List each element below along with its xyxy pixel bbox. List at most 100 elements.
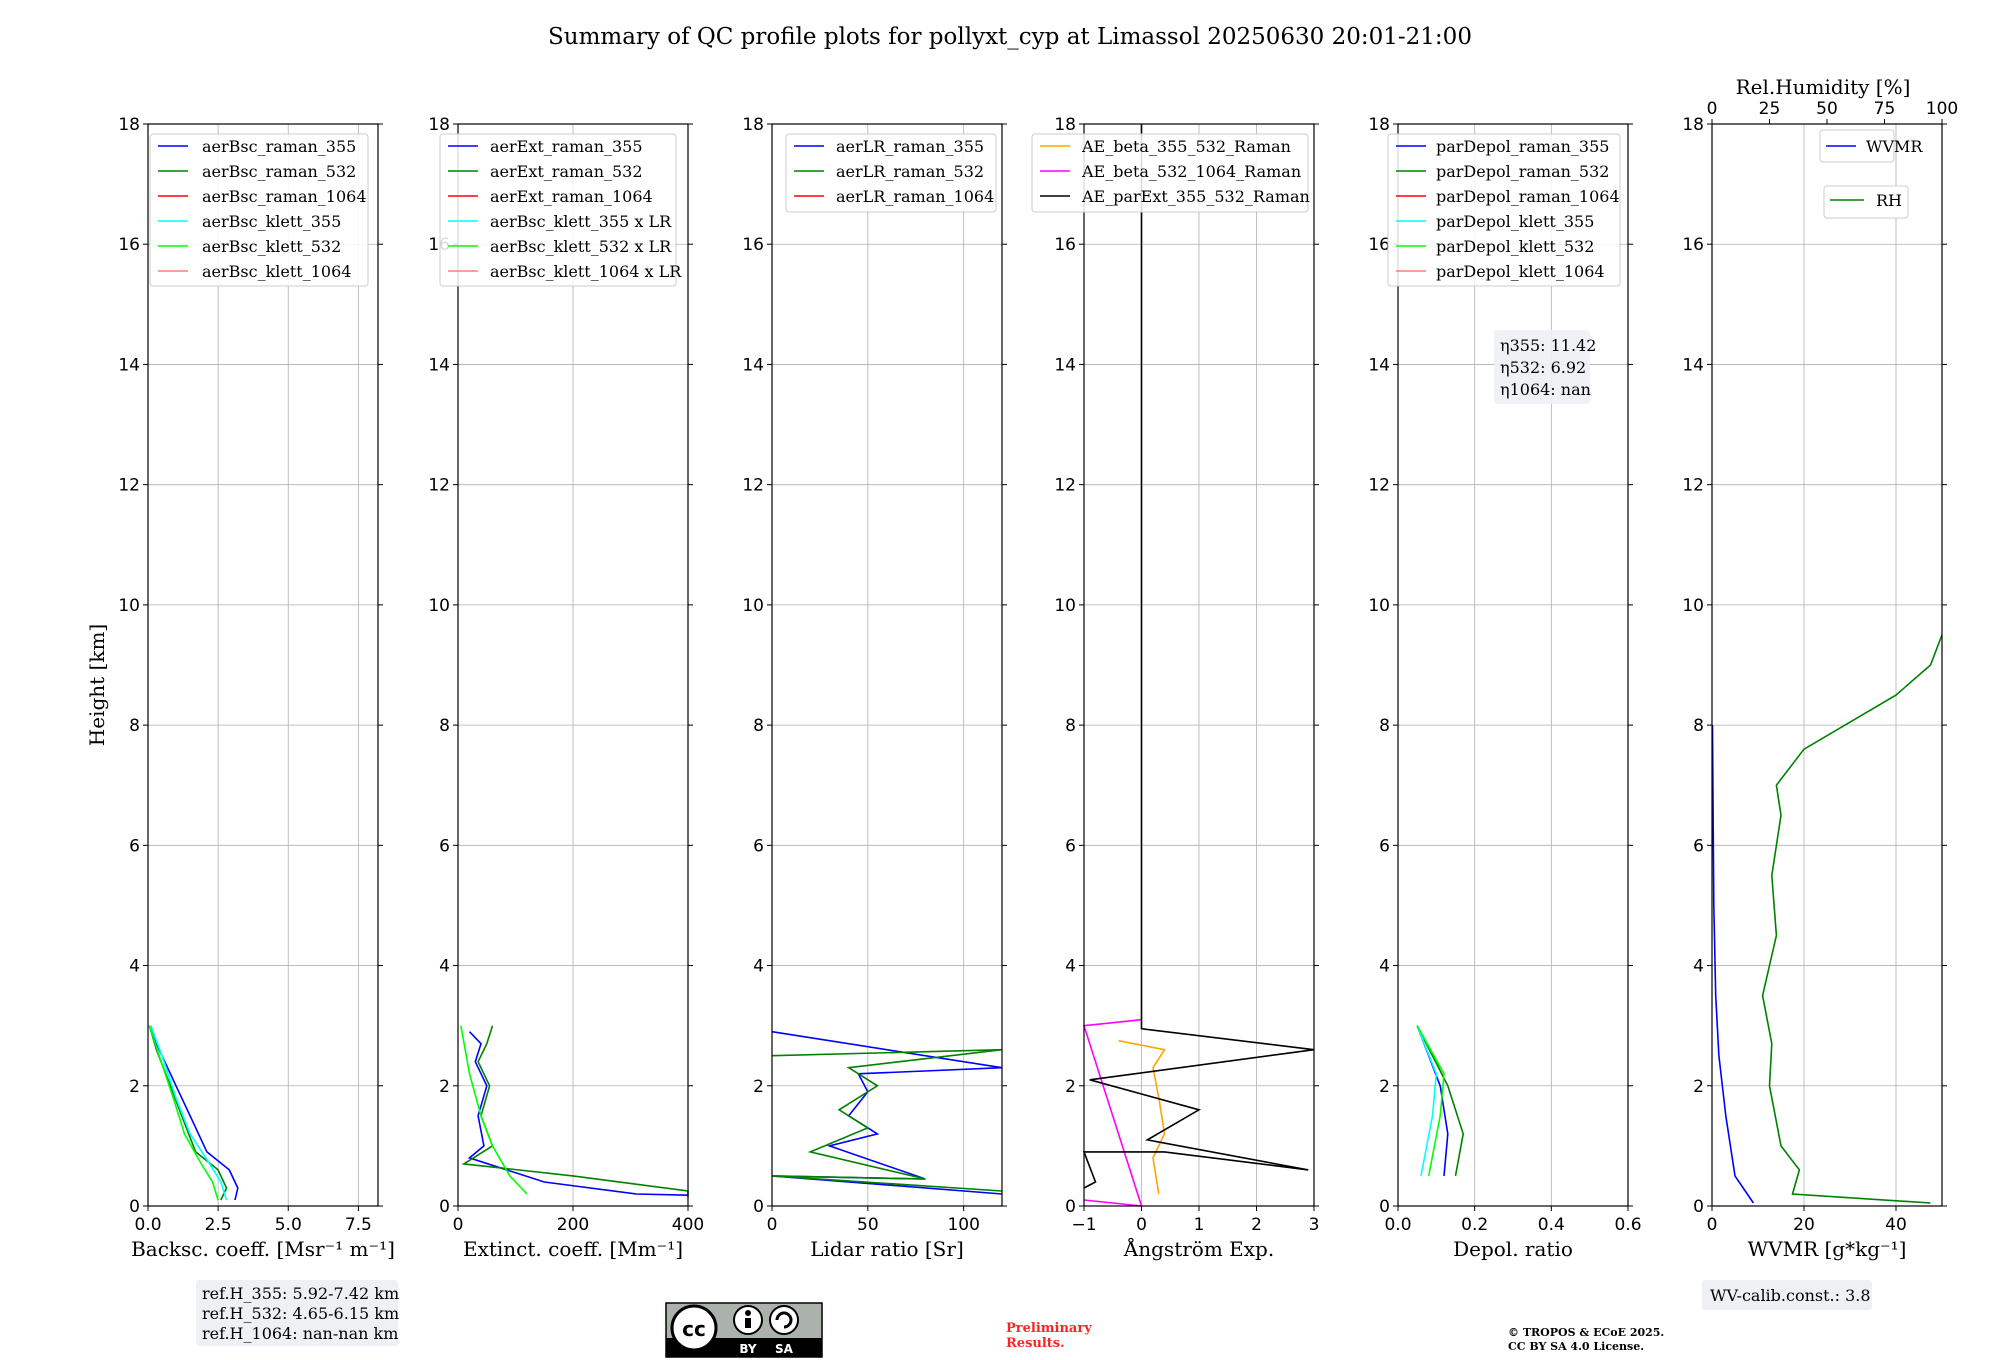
x-axis-label: Extinct. coeff. [Mm⁻¹] [463,1237,683,1261]
wv-calib-const: WV-calib.const.: 3.8 [1710,1286,1871,1305]
y-tick-label: 16 [1368,235,1390,255]
y-tick-label: 2 [129,1077,140,1097]
eta-1064: η1064: nan [1500,380,1591,399]
legend-label: aerExt_raman_1064 [490,187,653,206]
x-tick-label: 100 [947,1215,979,1235]
y-tick-label: 0 [1379,1197,1390,1217]
legend-label: aerBsc_raman_532 [202,162,356,181]
x-tick-label: 0.0 [1384,1215,1411,1235]
cc-logo-icon [670,1304,718,1352]
y-axis-label: Height [km] [85,624,109,746]
x-tick-label: −1 [1071,1215,1096,1235]
series-line-parDepol_klett_532 [1416,1025,1445,1177]
y-tick-label: 18 [1054,115,1076,135]
y-tick-label: 0 [1693,1197,1704,1217]
cc-mark: cc [682,1317,706,1341]
legend-label: parDepol_klett_1064 [1436,262,1605,281]
ref-h-355: ref.H_355: 5.92-7.42 km [202,1284,399,1303]
legend-label: aerBsc_raman_1064 [202,187,367,206]
top-tick-label: 100 [1926,99,1958,119]
legend-label: aerBsc_klett_532 x LR [490,237,672,256]
cc-license-badge: cc BY SA [665,1302,823,1358]
y-tick-label: 2 [1693,1077,1704,1097]
y-tick-label: 4 [753,957,764,977]
y-tick-label: 16 [1054,235,1076,255]
series-line-WVMR [1711,725,1755,1204]
legend-angstrom: AE_beta_355_532_Raman AE_beta_532_1064_R… [1031,133,1310,213]
panel-depolarization: 0 2 4 6 8 10 12 14 16 18 0.0 0.2 0.4 0.6 Depol. ratio [1368,115,1641,1261]
legend-label: aerLR_raman_355 [836,137,984,156]
x-tick-label: 5.0 [275,1215,302,1235]
x-tick-label: 0 [453,1215,464,1235]
y-tick-label: 10 [1368,596,1390,616]
y-tick-label: 4 [1379,957,1390,977]
eta-355: η355: 11.42 [1500,336,1596,355]
eta-532: η532: 6.92 [1500,358,1586,377]
copyright-line-2: CC BY SA 4.0 License. [1508,1340,1644,1353]
y-tick-label: 14 [118,355,140,375]
y-tick-label: 12 [1682,476,1704,496]
y-tick-label: 10 [428,596,450,616]
y-tick-label: 10 [1054,596,1076,616]
y-tick-label: 6 [129,836,140,856]
legend-label: aerLR_raman_1064 [836,187,994,206]
x-tick-label: 50 [857,1215,879,1235]
legend-label: aerExt_raman_532 [490,162,643,181]
copyright-line-1: © TROPOS & ECoE 2025. [1508,1326,1664,1339]
reference-height-box: ref.H_355: 5.92-7.42 km ref.H_532: 4.65-… [196,1280,399,1346]
y-tick-label: 2 [1379,1077,1390,1097]
series-line-RH [1761,634,1943,1204]
x-tick-label: 1 [1194,1215,1205,1235]
y-tick-label: 12 [118,476,140,496]
series-line-aerBsc_klett_532 x LR [460,1025,528,1195]
figure-title: Summary of QC profile plots for pollyxt_… [548,24,1472,50]
y-tick-label: 0 [439,1197,450,1217]
x-tick-label: 2 [1251,1215,1262,1235]
x-tick-label: 0 [1707,1215,1718,1235]
x-tick-label: 0 [767,1215,778,1235]
share-alike-icon [769,1305,799,1335]
y-tick-label: 18 [118,115,140,135]
legend-label: aerLR_raman_532 [836,162,984,181]
series-line-AE_parExt_355_532_Raman [1082,124,1315,1189]
y-tick-label: 0 [753,1197,764,1217]
y-tick-label: 8 [1065,716,1076,736]
by-label: BY [739,1342,756,1356]
x-axis-label: Depol. ratio [1453,1237,1573,1261]
y-tick-label: 2 [1065,1077,1076,1097]
series-line-aerExt_raman_355 [467,1031,689,1196]
y-tick-label: 14 [1682,355,1704,375]
x-tick-label: 400 [672,1215,704,1235]
y-tick-label: 8 [129,716,140,736]
x-tick-label: 200 [557,1215,589,1235]
series-line-aerExt_raman_532 [461,1025,689,1197]
ref-h-1064: ref.H_1064: nan-nan km [202,1324,398,1343]
legend-extinction: aerExt_raman_355 aerExt_raman_532 aerExt… [439,133,682,287]
rh-axis-label: Rel.Humidity [%] [1736,75,1911,99]
y-tick-label: 6 [753,836,764,856]
y-tick-label: 8 [439,716,450,736]
preliminary-line-2: Results. [1006,1336,1065,1351]
y-tick-label: 2 [753,1077,764,1097]
y-tick-label: 12 [742,476,764,496]
y-tick-label: 12 [1054,476,1076,496]
wv-calibration-box: WV-calib.const.: 3.8 [1702,1280,1872,1310]
series-line-aerLR_raman_532 [771,1048,1003,1192]
legend-label: aerBsc_klett_1064 x LR [490,262,682,281]
x-axis-label: Lidar ratio [Sr] [810,1237,964,1261]
legend-label: parDepol_raman_1064 [1436,187,1620,206]
legend-label: parDepol_raman_532 [1436,162,1609,181]
y-tick-label: 4 [1065,957,1076,977]
x-axis-label: WVMR [g*kg⁻¹] [1748,1237,1907,1261]
series-line-parDepol_klett_355 [1416,1025,1438,1177]
top-tick-label: 50 [1816,99,1838,119]
y-tick-label: 10 [1682,596,1704,616]
top-tick-label: 75 [1874,99,1896,119]
axes-frame [771,123,1003,1207]
y-tick-label: 14 [1368,355,1390,375]
